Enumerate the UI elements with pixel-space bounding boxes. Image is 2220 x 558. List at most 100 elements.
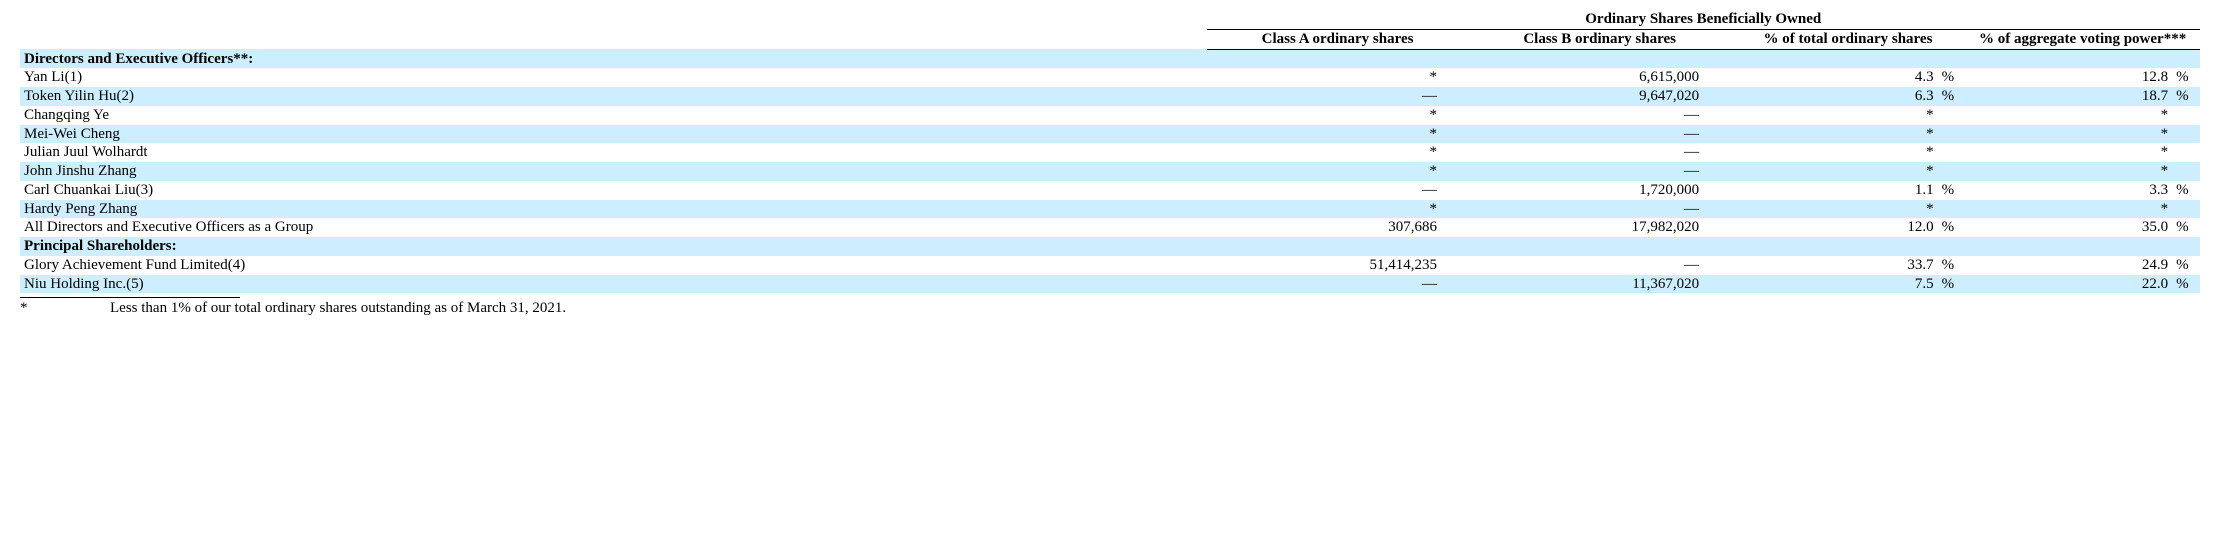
row-label: Carl Chuankai Liu(3) bbox=[20, 181, 1207, 200]
rows-shareholders: Glory Achievement Fund Limited(4)51,414,… bbox=[20, 256, 2200, 294]
cell-voting-sym: % bbox=[2172, 87, 2200, 106]
cell-sym bbox=[1441, 256, 1469, 275]
cell-voting: 22.0 bbox=[1965, 275, 2172, 294]
cell-class-a: * bbox=[1207, 143, 1442, 162]
footnote-text: Less than 1% of our total ordinary share… bbox=[110, 300, 566, 317]
cell-class-a: 51,414,235 bbox=[1207, 256, 1442, 275]
table-row: Niu Holding Inc.(5)—11,367,0207.5%22.0% bbox=[20, 275, 2200, 294]
cell-pct-total: * bbox=[1731, 125, 1938, 144]
section-shareholders: Principal Shareholders: bbox=[20, 237, 2200, 256]
table-row: Julian Juul Wolhardt*—** bbox=[20, 143, 2200, 162]
row-label: Token Yilin Hu(2) bbox=[20, 87, 1207, 106]
cell-voting: * bbox=[1965, 143, 2172, 162]
cell-sym bbox=[1703, 125, 1731, 144]
cell-pct-sym: % bbox=[1938, 68, 1966, 87]
cell-voting-sym bbox=[2172, 143, 2200, 162]
header-columns-row: Class A ordinary shares Class B ordinary… bbox=[20, 29, 2200, 49]
cell-sym bbox=[1703, 181, 1731, 200]
table-row: Changqing Ye*—** bbox=[20, 106, 2200, 125]
cell-sym bbox=[1703, 106, 1731, 125]
footnote: * Less than 1% of our total ordinary sha… bbox=[20, 300, 2200, 317]
cell-pct-total: * bbox=[1731, 200, 1938, 219]
cell-sym bbox=[1441, 68, 1469, 87]
table-row: Yan Li(1)*6,615,0004.3%12.8% bbox=[20, 68, 2200, 87]
cell-sym bbox=[1441, 143, 1469, 162]
cell-sym bbox=[1703, 162, 1731, 181]
cell-pct-total: 7.5 bbox=[1731, 275, 1938, 294]
cell-pct-sym bbox=[1938, 143, 1966, 162]
cell-pct-sym: % bbox=[1938, 218, 1966, 237]
cell-sym bbox=[1441, 218, 1469, 237]
row-label: Niu Holding Inc.(5) bbox=[20, 275, 1207, 294]
cell-sym bbox=[1703, 275, 1731, 294]
cell-pct-sym: % bbox=[1938, 181, 1966, 200]
cell-class-a: * bbox=[1207, 125, 1442, 144]
cell-class-b: 9,647,020 bbox=[1469, 87, 1704, 106]
cell-pct-sym: % bbox=[1938, 256, 1966, 275]
cell-sym bbox=[1441, 162, 1469, 181]
cell-sym bbox=[1441, 275, 1469, 294]
cell-class-b: — bbox=[1469, 256, 1704, 275]
cell-class-b: — bbox=[1469, 162, 1704, 181]
cell-class-a: * bbox=[1207, 162, 1442, 181]
row-label: Changqing Ye bbox=[20, 106, 1207, 125]
cell-voting: 24.9 bbox=[1965, 256, 2172, 275]
cell-pct-sym bbox=[1938, 125, 1966, 144]
cell-voting-sym: % bbox=[2172, 275, 2200, 294]
row-label: Yan Li(1) bbox=[20, 68, 1207, 87]
cell-pct-sym bbox=[1938, 200, 1966, 219]
table-row: John Jinshu Zhang*—** bbox=[20, 162, 2200, 181]
cell-pct-total: * bbox=[1731, 106, 1938, 125]
cell-class-a: — bbox=[1207, 275, 1442, 294]
cell-class-a: 307,686 bbox=[1207, 218, 1442, 237]
table-row: Token Yilin Hu(2)—9,647,0206.3%18.7% bbox=[20, 87, 2200, 106]
table-row: Hardy Peng Zhang*—** bbox=[20, 200, 2200, 219]
row-label: John Jinshu Zhang bbox=[20, 162, 1207, 181]
cell-pct-total: 33.7 bbox=[1731, 256, 1938, 275]
section-directors: Directors and Executive Officers**: bbox=[20, 49, 2200, 68]
cell-sym bbox=[1703, 87, 1731, 106]
cell-pct-total: 1.1 bbox=[1731, 181, 1938, 200]
footnote-marker: * bbox=[20, 300, 40, 317]
cell-voting-sym: % bbox=[2172, 256, 2200, 275]
colhead-pct-total: % of total ordinary shares bbox=[1731, 29, 1966, 49]
row-label: All Directors and Executive Officers as … bbox=[20, 218, 1207, 237]
cell-voting: 35.0 bbox=[1965, 218, 2172, 237]
cell-voting: * bbox=[1965, 200, 2172, 219]
header-spanner-row: Ordinary Shares Beneficially Owned bbox=[20, 10, 2200, 29]
cell-class-b: 6,615,000 bbox=[1469, 68, 1704, 87]
cell-voting-sym bbox=[2172, 162, 2200, 181]
footnote-rule bbox=[20, 297, 240, 298]
cell-voting-sym: % bbox=[2172, 181, 2200, 200]
cell-class-b: — bbox=[1469, 143, 1704, 162]
rows-directors: Yan Li(1)*6,615,0004.3%12.8%Token Yilin … bbox=[20, 68, 2200, 237]
cell-pct-total: 6.3 bbox=[1731, 87, 1938, 106]
cell-voting-sym: % bbox=[2172, 218, 2200, 237]
cell-pct-total: 4.3 bbox=[1731, 68, 1938, 87]
row-label: Hardy Peng Zhang bbox=[20, 200, 1207, 219]
cell-voting: * bbox=[1965, 162, 2172, 181]
cell-class-b: — bbox=[1469, 106, 1704, 125]
spanner-text: Ordinary Shares Beneficially Owned bbox=[1585, 11, 1821, 27]
cell-sym bbox=[1441, 125, 1469, 144]
cell-sym bbox=[1441, 87, 1469, 106]
cell-voting: 18.7 bbox=[1965, 87, 2172, 106]
cell-pct-total: * bbox=[1731, 162, 1938, 181]
cell-pct-total: 12.0 bbox=[1731, 218, 1938, 237]
cell-class-a: * bbox=[1207, 200, 1442, 219]
cell-pct-sym bbox=[1938, 106, 1966, 125]
colhead-class-b: Class B ordinary shares bbox=[1469, 29, 1731, 49]
colhead-pct-voting: % of aggregate voting power*** bbox=[1965, 29, 2200, 49]
cell-sym bbox=[1441, 181, 1469, 200]
cell-voting-sym bbox=[2172, 200, 2200, 219]
cell-voting: * bbox=[1965, 125, 2172, 144]
cell-voting: 3.3 bbox=[1965, 181, 2172, 200]
cell-class-a: * bbox=[1207, 106, 1442, 125]
ownership-table: Ordinary Shares Beneficially Owned Class… bbox=[20, 10, 2200, 293]
cell-class-a: — bbox=[1207, 87, 1442, 106]
cell-voting-sym bbox=[2172, 106, 2200, 125]
cell-class-b: — bbox=[1469, 200, 1704, 219]
cell-class-a: — bbox=[1207, 181, 1442, 200]
section-row-directors: Directors and Executive Officers**: bbox=[20, 49, 2200, 68]
section-row-shareholders: Principal Shareholders: bbox=[20, 237, 2200, 256]
